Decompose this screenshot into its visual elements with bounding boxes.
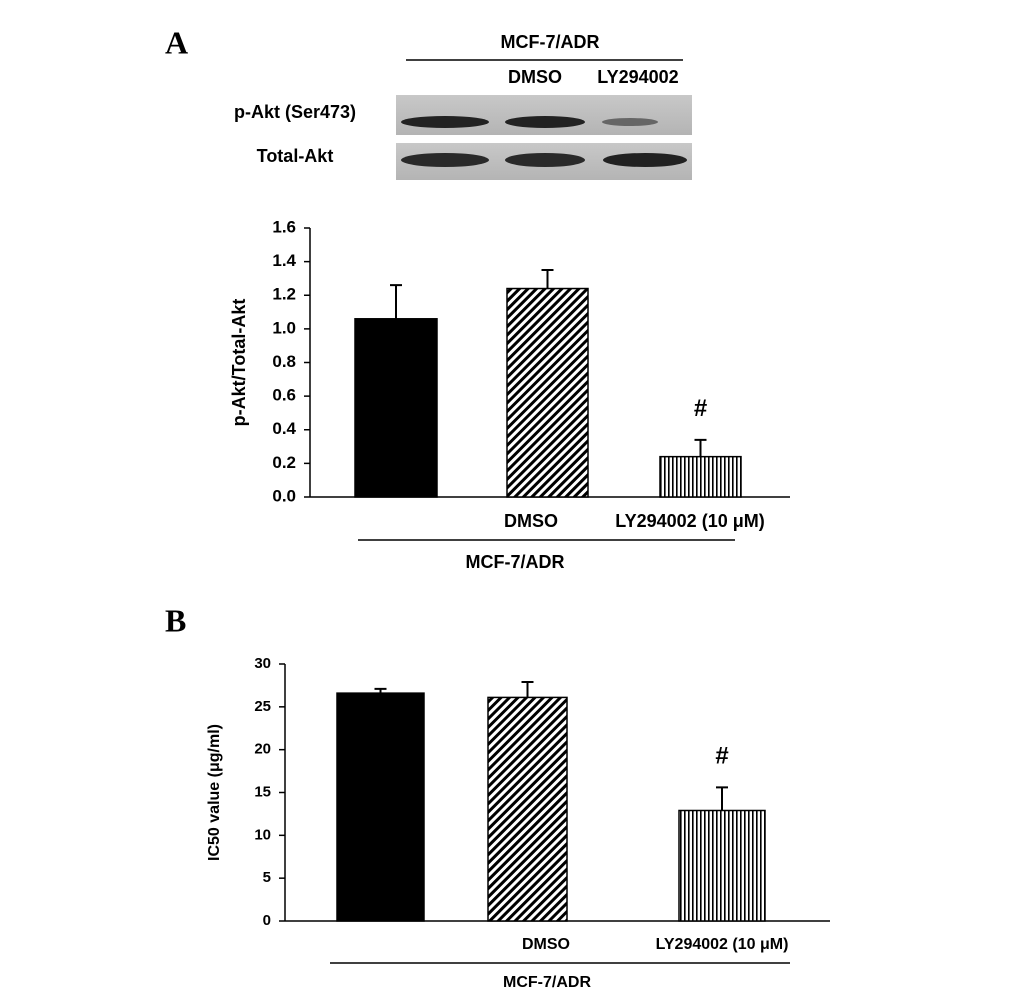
error-bar (716, 786, 728, 811)
y-tick-label: 0 (263, 912, 271, 929)
significance-mark: # (715, 743, 728, 770)
y-tick-label: 1.2 (272, 285, 296, 304)
error-bar (390, 284, 402, 319)
error-bar (374, 687, 387, 694)
blot-group-label: MCF-7/ADR (501, 32, 600, 52)
y-tick-label: 0.0 (272, 486, 296, 505)
error-bar (541, 269, 554, 289)
blot-image (396, 95, 692, 180)
y-axis-label: IC50 value (μg/ml) (206, 724, 223, 861)
bar (506, 287, 589, 498)
y-tick-label: 1.6 (272, 217, 296, 236)
y-tick-label: 1.0 (272, 318, 296, 337)
y-tick-label: 0.2 (272, 453, 296, 472)
panel-label: A (165, 24, 188, 60)
blot-row-label: Total-Akt (257, 146, 334, 166)
error-bar (521, 680, 534, 698)
significance-mark: # (694, 395, 707, 422)
y-tick-label: 20 (254, 741, 271, 758)
bar (336, 692, 425, 922)
bar (659, 455, 742, 498)
y-tick-label: 30 (254, 655, 271, 672)
y-axis-label: p-Akt/Total-Akt (229, 299, 249, 427)
x-tick-label: LY294002 (10 μM) (656, 936, 789, 953)
bar (487, 696, 568, 922)
group-label: MCF-7/ADR (503, 974, 591, 991)
blot-row-label: p-Akt (Ser473) (234, 102, 356, 122)
y-tick-label: 5 (263, 869, 271, 886)
error-bar (694, 438, 707, 457)
x-tick-label: LY294002 (10 μM) (615, 511, 764, 531)
panel-label: B (165, 602, 186, 638)
bar (678, 809, 766, 922)
y-tick-label: 0.8 (272, 352, 296, 371)
y-tick-label: 1.4 (272, 251, 296, 270)
x-tick-label: DMSO (504, 511, 558, 531)
bar (354, 318, 438, 498)
y-tick-label: 10 (254, 826, 271, 843)
blot-lane-label: DMSO (508, 67, 562, 87)
blot-lane-label: LY294002 (597, 67, 678, 87)
x-tick-label: DMSO (522, 936, 570, 953)
y-tick-label: 0.4 (272, 419, 296, 438)
y-tick-label: 25 (254, 698, 271, 715)
y-tick-label: 15 (254, 783, 271, 800)
y-tick-label: 0.6 (272, 386, 296, 405)
group-label: MCF-7/ADR (466, 552, 565, 572)
